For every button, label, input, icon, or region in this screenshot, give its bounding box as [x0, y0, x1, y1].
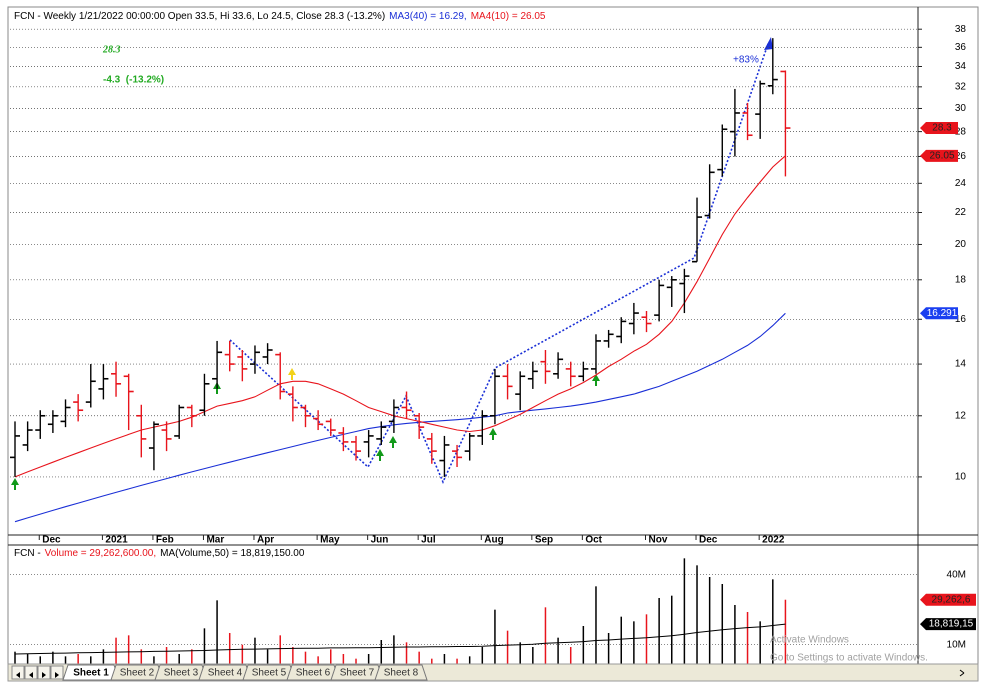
- gain-label: +83%: [733, 55, 759, 66]
- y-tick-label: 36: [955, 42, 967, 53]
- price-tag: [920, 149, 958, 162]
- tab-nav-arrow: [55, 672, 59, 678]
- sheet-tab[interactable]: [374, 664, 428, 681]
- volume-average-line: [14, 623, 786, 655]
- x-tick-label: Apr: [257, 535, 274, 546]
- legend-entry: MA3(40) = 16.29,: [389, 11, 467, 22]
- buy-arrow: [376, 449, 384, 461]
- sheet-tab-label: Sheet 2: [120, 668, 155, 679]
- moving-average-line: [14, 155, 786, 478]
- chart-title: FCN - Weekly 1/21/2022 00:00:00 Open 33.…: [14, 11, 385, 22]
- y-tick-label: 20: [955, 239, 967, 250]
- y-tick-label: 10: [955, 472, 967, 483]
- x-tick-label: 2022: [762, 535, 785, 546]
- buy-arrow: [489, 428, 497, 440]
- tab-nav-arrow: [42, 672, 46, 678]
- x-tick-label: Feb: [156, 535, 174, 546]
- y-tick-label: 28: [955, 126, 967, 137]
- buy-arrow: [11, 478, 19, 490]
- sheet-tab-label: Sheet 5: [252, 668, 287, 679]
- x-tick-label: Dec: [699, 535, 718, 546]
- tab-nav-button[interactable]: [37, 665, 51, 680]
- y-tick-label: 40M: [947, 569, 966, 580]
- trend-zigzag: [229, 43, 769, 484]
- sheet-tab-label: Sheet 4: [208, 668, 243, 679]
- sheet-tab-label: Sheet 7: [340, 668, 375, 679]
- x-tick-label: Oct: [585, 535, 602, 546]
- y-tick-label: 16: [955, 314, 967, 325]
- tab-nav-button[interactable]: [24, 665, 38, 680]
- price-tag-label: 26.05: [929, 150, 954, 161]
- scroll-arrow: [959, 672, 965, 677]
- x-tick-label: Jul: [421, 535, 436, 546]
- volume-tag-label: 29,262,6: [932, 594, 971, 605]
- sheet-tab-label: Sheet 8: [384, 668, 419, 679]
- volume-header: FCN - Volume = 29,262,600.00, MA(Volume,50…: [14, 548, 305, 559]
- legend-entry: MA(Volume,50) = 18,819,150.00: [160, 548, 305, 559]
- legend-entry: Volume = 29,262,600.00,: [45, 548, 156, 559]
- tab-nav-arrow: [16, 672, 20, 678]
- buy-arrow: [592, 374, 600, 386]
- y-tick-label: 38: [955, 24, 967, 35]
- x-tick-label: 2021: [105, 535, 128, 546]
- watermark-text: Go to Settings to activate Windows.: [770, 653, 928, 664]
- x-tick-label: Jun: [371, 535, 389, 546]
- last-price: 28.3: [102, 44, 121, 55]
- trend-arrowhead: [764, 37, 773, 50]
- x-tick-label: Nov: [649, 535, 668, 546]
- price-change: -4.3 (-13.2%): [103, 75, 164, 86]
- signal-arrow: [288, 368, 296, 380]
- sheet-tab-label: Sheet 1: [73, 668, 109, 679]
- price-tag-label: 16.291: [927, 308, 958, 319]
- y-tick-label: 18: [955, 274, 967, 285]
- price-tag-label: 28.3: [932, 123, 952, 134]
- price-tag: [920, 122, 958, 135]
- tab-nav-arrow: [29, 672, 33, 678]
- sheet-tab-label: Sheet 3: [164, 668, 199, 679]
- y-tick-label: 22: [955, 207, 967, 218]
- y-tick-label: 12: [955, 410, 967, 421]
- y-tick-label: 34: [955, 61, 967, 72]
- buy-arrow: [389, 436, 397, 448]
- moving-average-line: [14, 312, 786, 523]
- scroll-arrow: [959, 669, 965, 674]
- legend-entry: MA4(10) = 26.05: [471, 11, 546, 22]
- x-tick-label: Sep: [535, 535, 553, 546]
- volume-tag: [920, 618, 976, 631]
- volume-tag: [920, 593, 976, 606]
- price-tag: [920, 307, 958, 320]
- watermark-title: Activate Windows: [770, 635, 849, 646]
- volume-tag-label: 18,819,15: [929, 619, 974, 630]
- tab-nav-button[interactable]: [11, 665, 25, 680]
- y-tick-label: 30: [955, 103, 967, 114]
- x-tick-label: May: [320, 535, 340, 546]
- chart-header: FCN - Weekly 1/21/2022 00:00:00 Open 33.…: [14, 11, 546, 22]
- x-tick-label: Aug: [484, 535, 503, 546]
- x-tick-label: Mar: [206, 535, 224, 546]
- y-tick-label: 32: [955, 81, 967, 92]
- x-tick-label: Dec: [42, 535, 61, 546]
- volume-title: FCN -: [14, 548, 41, 559]
- tab-nav-button[interactable]: [50, 665, 64, 680]
- y-tick-label: 14: [955, 359, 967, 370]
- y-tick-label: 24: [955, 178, 967, 189]
- y-tick-label: 10M: [947, 639, 966, 650]
- y-tick-label: 26: [955, 151, 967, 162]
- sheet-tab-label: Sheet 6: [296, 668, 331, 679]
